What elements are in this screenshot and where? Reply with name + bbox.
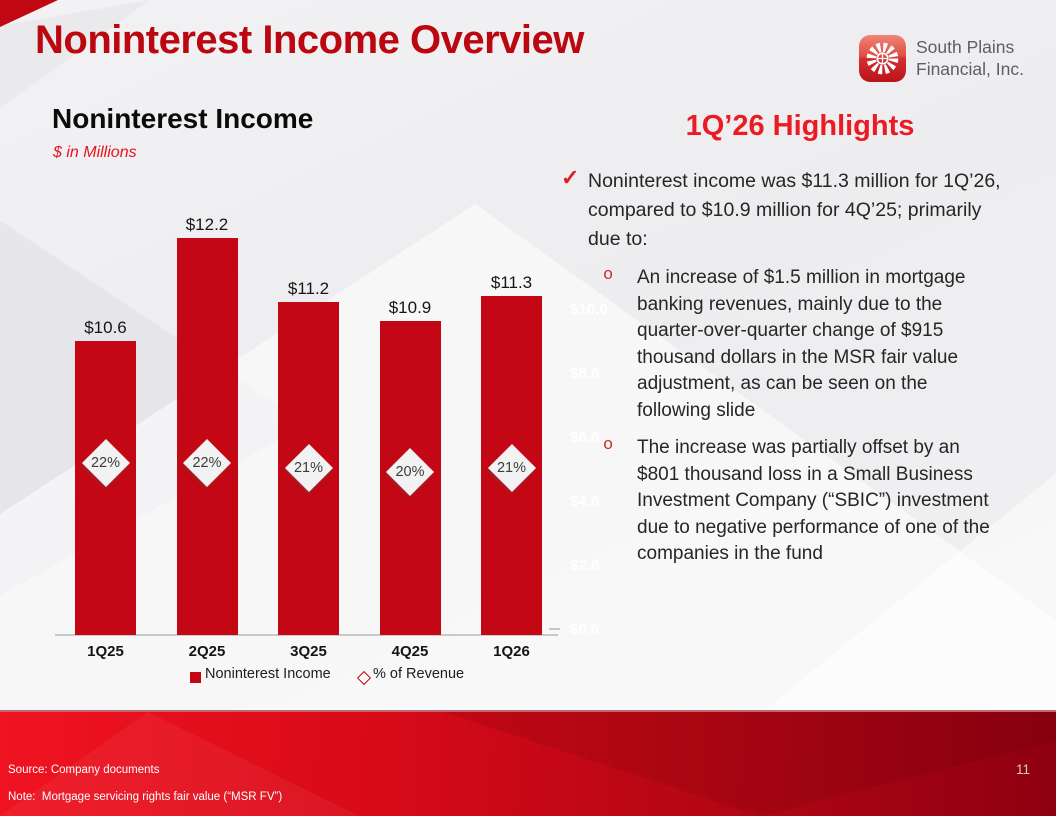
bar-2Q25 [176, 238, 238, 635]
bar-value-label-3Q25: $11.2 [287, 279, 330, 299]
legend-diamond-marker [356, 670, 372, 686]
bar-1Q25 [75, 340, 136, 635]
page-number: 11 [1015, 762, 1030, 777]
highlights-heading: 1Q’26 Highlights [685, 110, 915, 142]
faint-axis-label: $0.0 [570, 621, 600, 638]
faint-axis-label: $10.0 [570, 301, 608, 318]
faint-axis-label: $4.0 [570, 493, 600, 510]
company-logo: South Plains Financial, Inc. [858, 33, 1048, 85]
bar-value-label-1Q26: $11.3 [490, 272, 533, 292]
x-axis-label-4Q25: 4Q25 [391, 643, 429, 660]
x-axis-label-1Q25: 1Q25 [87, 643, 124, 660]
bar-value-label-1Q25: $10.6 [84, 317, 127, 337]
legend-label-noninterest-income: Noninterest Income [205, 666, 331, 682]
circle-bullet-icon: o [603, 436, 614, 455]
x-axis-label-2Q25: 2Q25 [188, 643, 226, 660]
windmill-wheel-icon [859, 35, 906, 82]
pct-of-revenue-value: 21% [293, 459, 324, 476]
chart-title: Noninterest Income [52, 103, 314, 134]
circle-bullet-icon: o [603, 266, 614, 285]
msr-note: Note: Mortgage servicing rights fair val… [8, 791, 283, 803]
pct-of-revenue-value: 22% [192, 455, 222, 472]
legend-square-marker [190, 672, 201, 683]
page-title: Noninterest Income Overview [35, 18, 584, 62]
legend-label-pct-of-revenue: % of Revenue [373, 666, 465, 682]
faint-axis-label: $8.0 [570, 365, 600, 382]
bar-value-label-4Q25: $10.9 [388, 298, 432, 318]
bar-value-label-2Q25: $12.2 [185, 215, 229, 235]
pct-diamond-3Q25: 21% [284, 443, 333, 492]
x-axis-line [55, 634, 558, 636]
pct-diamond-1Q25: 22% [81, 439, 130, 488]
axis-tick [549, 628, 560, 630]
company-name-line2: Financial, Inc. [916, 58, 1024, 79]
highlights-sub-bullet-2: The increase was partially offset by an … [637, 437, 990, 565]
chart-subtitle: $ in Millions [53, 144, 137, 161]
highlights-sub-bullet-1: An increase of $1.5 million in mortgage … [637, 267, 966, 421]
highlights-main-bullet: Noninterest income was $11.3 million for… [588, 170, 1001, 250]
pct-of-revenue-value: 22% [90, 455, 121, 472]
company-name: South Plains Financial, Inc. [916, 37, 1024, 80]
x-axis-label-3Q25: 3Q25 [290, 643, 327, 660]
faint-axis-label: $2.0 [570, 557, 600, 574]
faint-axis-label: $6.0 [570, 429, 600, 446]
pct-of-revenue-value: 20% [395, 464, 425, 480]
pct-diamond-4Q25: 20% [385, 447, 435, 497]
x-axis-label-1Q26: 1Q26 [493, 643, 530, 660]
pct-diamond-2Q25: 22% [182, 439, 232, 488]
pct-of-revenue-value: 21% [496, 459, 527, 476]
pct-diamond-1Q26: 21% [487, 443, 536, 492]
checkmark-bullet-icon: ✓ [561, 165, 580, 190]
source-note: Source: Company documents [8, 764, 160, 776]
footer-band: Source: Company documents Note: Mortgage… [0, 710, 1056, 816]
company-name-line1: South Plains [916, 37, 1015, 57]
